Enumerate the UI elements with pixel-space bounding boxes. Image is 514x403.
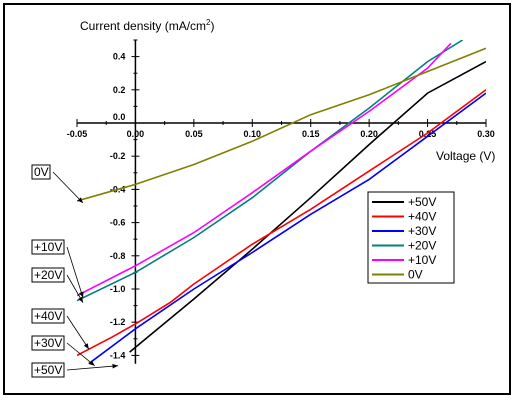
y-tick-label: 0.4	[113, 52, 126, 62]
series-line-plus40v	[77, 89, 486, 357]
callout-box-plus50v	[31, 362, 65, 378]
callout-labels: 0V +10V +20V +40V +30V +50V	[31, 164, 119, 378]
y-tick-label: -0.6	[110, 218, 126, 228]
legend-label-plus30v: +30V	[408, 224, 436, 238]
y-axis-label: Current density (mA/cm2)	[80, 18, 214, 33]
x-tick-label: 0.15	[302, 129, 320, 139]
callout-arrowhead-0v	[77, 197, 83, 204]
callout-arrowhead-plus40v	[83, 343, 89, 350]
x-tick-label: 0.30	[477, 129, 495, 139]
callout-arrow-plus30v	[66, 342, 95, 367]
x-axis-label: Voltage (V)	[436, 149, 495, 163]
series-line-0v	[77, 47, 486, 202]
legend-label-plus40v: +40V	[408, 210, 436, 224]
x-tick-label: -0.05	[67, 129, 88, 139]
series-line-plus30v	[88, 92, 486, 365]
legend-label-plus20v: +20V	[408, 239, 436, 253]
callout-box-0v	[31, 164, 51, 180]
callout-box-plus40v	[31, 308, 65, 324]
callout-label-plus50v: +50V	[34, 363, 62, 377]
legend-label-plus50v: +50V	[408, 195, 436, 209]
callout-box-plus20v	[31, 267, 65, 283]
y-tick-label: 0.0	[113, 112, 126, 122]
callout-arrowhead-plus20v	[78, 296, 83, 303]
callout-label-plus40v: +40V	[34, 309, 62, 323]
callout-arrowhead-plus10v	[79, 291, 84, 298]
y-tick-label: -1.2	[110, 317, 126, 327]
callout-box-plus10v	[31, 239, 65, 255]
x-tick-label: 0.05	[185, 129, 203, 139]
y-tick-label: -1.4	[110, 350, 126, 360]
callout-label-plus20v: +20V	[34, 268, 62, 282]
series-line-plus50v	[129, 60, 486, 353]
x-tick-label: 0.00	[127, 129, 145, 139]
legend-label-0v: 0V	[408, 268, 423, 282]
legend-label-plus10v: +10V	[408, 253, 436, 267]
y-tick-label: -0.8	[110, 251, 126, 261]
x-tick-label: 0.20	[360, 129, 378, 139]
x-tick-label: 0.25	[419, 129, 437, 139]
series-line-plus20v	[77, 40, 464, 302]
callout-arrowhead-plus50v	[112, 363, 119, 369]
y-tick-label: 0.2	[113, 85, 126, 95]
callout-arrow-plus50v	[66, 365, 119, 371]
y-tick-label: -0.2	[110, 151, 126, 161]
callout-arrow-plus10v	[66, 246, 84, 298]
y-tick-label: -1.0	[110, 284, 126, 294]
callout-arrow-0v	[52, 171, 84, 204]
callout-box-plus30v	[31, 335, 65, 351]
callout-label-0v: 0V	[34, 165, 49, 179]
plot-area	[77, 40, 486, 365]
callout-label-plus30v: +30V	[34, 336, 62, 350]
callout-arrow-plus40v	[66, 315, 90, 350]
legend-box	[367, 191, 455, 284]
callout-label-plus10v: +10V	[34, 240, 62, 254]
x-tick-label: 0.10	[244, 129, 262, 139]
callout-arrowhead-plus30v	[88, 360, 95, 366]
